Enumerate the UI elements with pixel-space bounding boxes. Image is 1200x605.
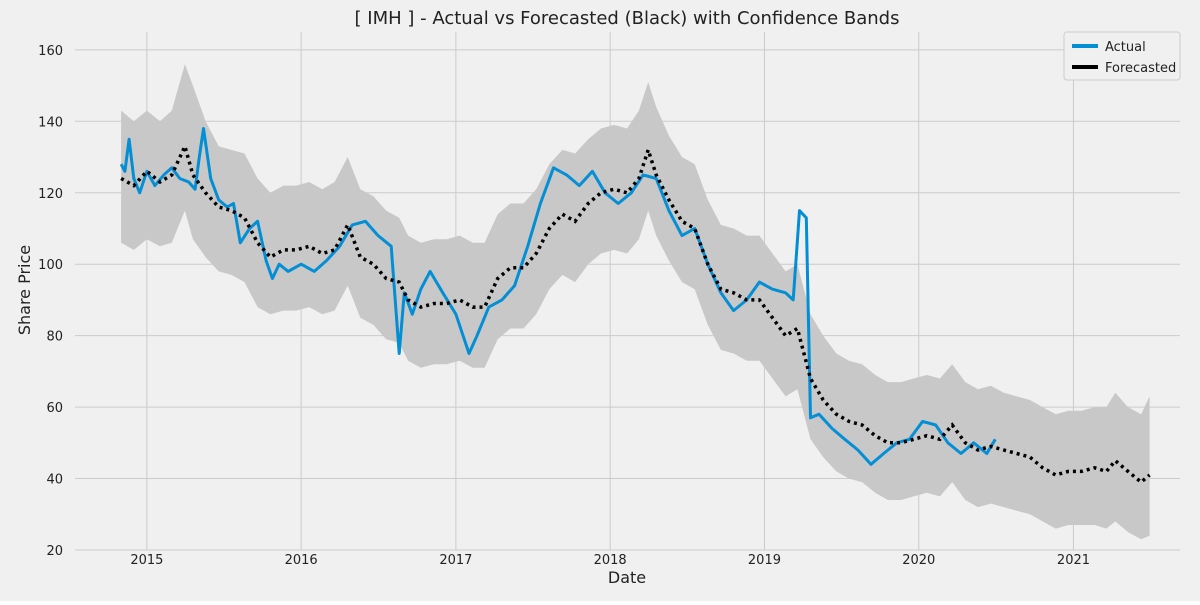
y-tick-label: 140	[38, 115, 63, 130]
y-tick-label: 40	[46, 473, 63, 488]
series-forecasted-line	[120, 141, 1151, 485]
series-layer	[119, 127, 1151, 485]
y-tick-label: 160	[38, 44, 63, 59]
x-tick-label: 2018	[594, 553, 627, 568]
y-tick-label: 20	[46, 544, 63, 559]
confidence-band-layer	[121, 64, 1150, 540]
axes: 20 40 60 80 100 120 140 160 2015 2016 2017 2018 2019…	[38, 44, 1090, 568]
legend: Actual Forecasted	[1063, 31, 1181, 81]
x-tick-label: 2019	[748, 553, 781, 568]
x-tick-label: 2021	[1057, 553, 1090, 568]
x-tick-label: 2016	[285, 553, 318, 568]
legend-label-forecasted: Forecasted	[1105, 61, 1176, 76]
y-tick-label: 100	[38, 258, 63, 273]
x-tick-label: 2017	[439, 553, 472, 568]
y-tick-label: 120	[38, 187, 63, 202]
legend-label-actual: Actual	[1105, 40, 1146, 55]
y-axis-label: Share Price	[15, 245, 34, 335]
y-tick-label: 80	[46, 330, 63, 345]
x-tick-label: 2015	[130, 553, 163, 568]
chart-title: [ IMH ] - Actual vs Forecasted (Black) w…	[355, 8, 900, 29]
y-tick-label: 60	[46, 401, 63, 416]
x-tick-label: 2020	[902, 553, 935, 568]
x-axis-label: Date	[608, 568, 646, 587]
confidence-band	[121, 64, 1150, 540]
series-actual-line	[119, 127, 997, 466]
